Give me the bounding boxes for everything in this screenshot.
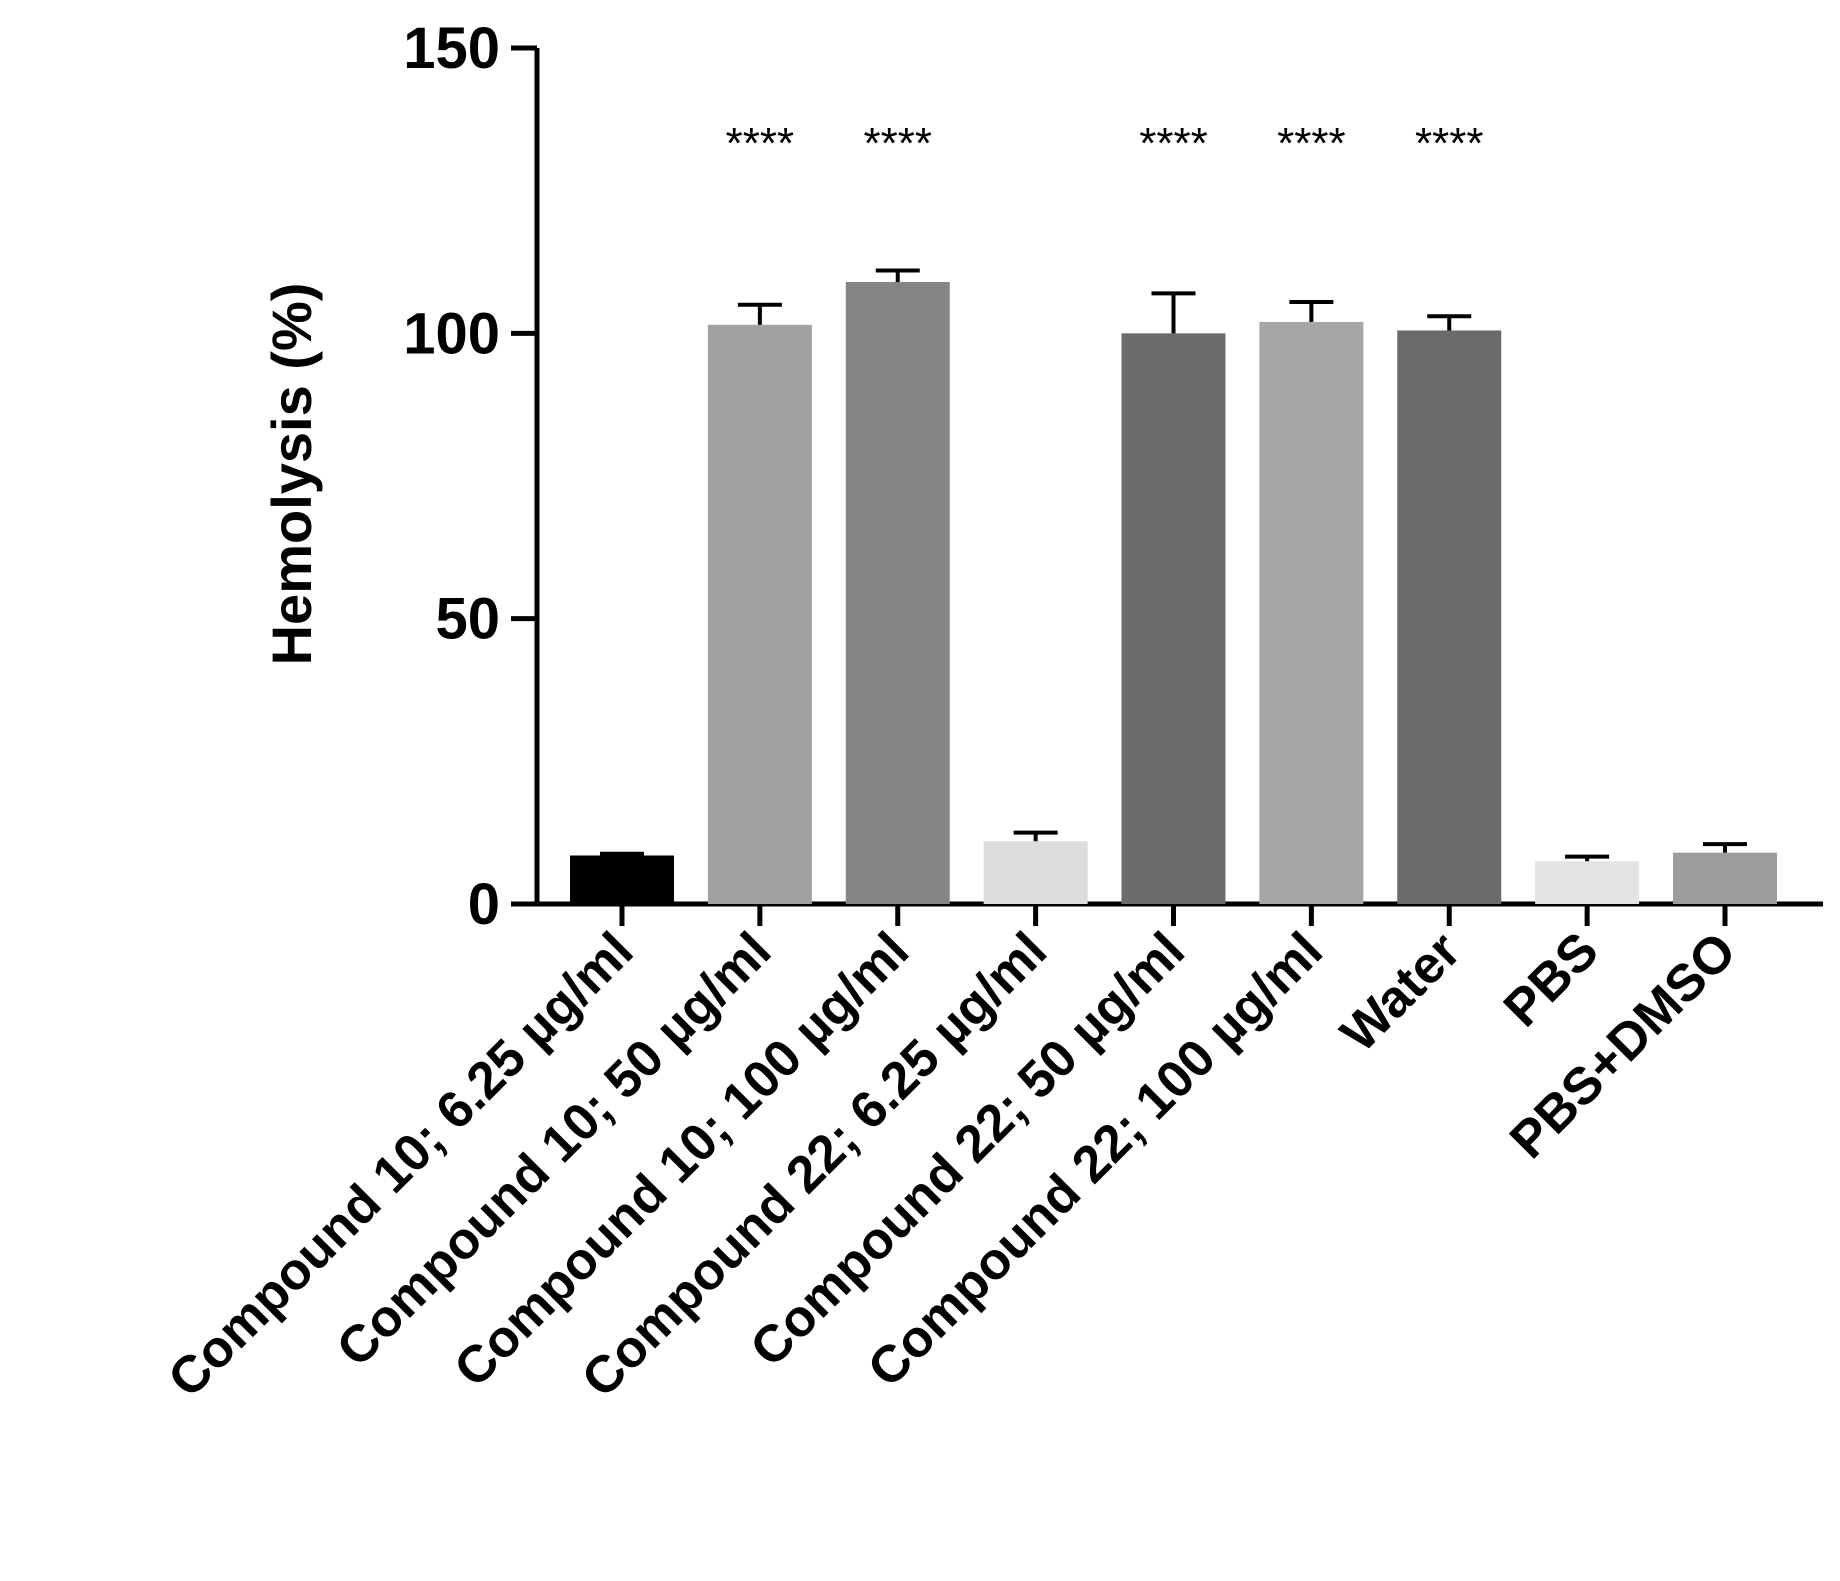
y-axis-label: Hemolysis (%) bbox=[260, 283, 323, 666]
significance-label: **** bbox=[864, 119, 933, 168]
bar bbox=[845, 281, 950, 904]
bar bbox=[1535, 861, 1640, 904]
error-bars bbox=[600, 268, 1747, 862]
bar bbox=[1397, 330, 1502, 905]
y-tick-label: 100 bbox=[403, 301, 500, 366]
y-tick-label: 150 bbox=[403, 16, 500, 81]
bar bbox=[1673, 852, 1777, 904]
bar bbox=[1121, 333, 1226, 904]
bar bbox=[570, 855, 674, 904]
bars bbox=[570, 281, 1777, 905]
significance-label: **** bbox=[726, 119, 795, 168]
category-label: Water bbox=[1330, 921, 1472, 1063]
significance-labels: **** **** **** **** **** bbox=[726, 119, 1484, 168]
y-tick-label: 0 bbox=[468, 872, 500, 937]
significance-label: **** bbox=[1139, 119, 1208, 168]
significance-label: **** bbox=[1277, 119, 1346, 168]
bar bbox=[983, 841, 1088, 904]
y-ticks: 0 50 100 150 bbox=[403, 16, 537, 937]
bar bbox=[1259, 321, 1364, 904]
y-tick-label: 50 bbox=[435, 587, 500, 652]
significance-label: **** bbox=[1415, 119, 1484, 168]
category-label: PBS bbox=[1493, 921, 1610, 1038]
x-ticks bbox=[619, 904, 1728, 926]
bar bbox=[707, 324, 812, 905]
